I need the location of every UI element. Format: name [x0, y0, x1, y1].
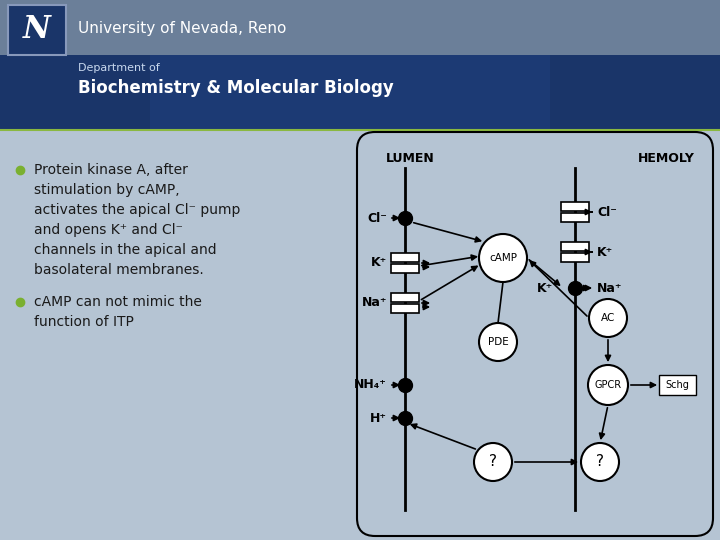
- FancyBboxPatch shape: [391, 304, 419, 313]
- Text: Na⁺: Na⁺: [597, 281, 623, 294]
- Text: Cl⁻: Cl⁻: [597, 206, 617, 219]
- FancyBboxPatch shape: [391, 264, 419, 273]
- Text: GPCR: GPCR: [595, 380, 621, 390]
- Text: channels in the apical and: channels in the apical and: [34, 243, 217, 257]
- Circle shape: [588, 365, 628, 405]
- Text: Department of: Department of: [78, 63, 160, 73]
- Text: and opens K⁺ and Cl⁻: and opens K⁺ and Cl⁻: [34, 223, 183, 237]
- FancyBboxPatch shape: [391, 253, 419, 262]
- Circle shape: [581, 443, 619, 481]
- Text: ?: ?: [489, 455, 497, 469]
- Text: H⁺: H⁺: [370, 411, 387, 424]
- Text: Na⁺: Na⁺: [361, 296, 387, 309]
- Text: ?: ?: [596, 455, 604, 469]
- FancyBboxPatch shape: [561, 213, 589, 222]
- FancyBboxPatch shape: [150, 55, 550, 130]
- Text: LUMEN: LUMEN: [386, 152, 434, 165]
- Text: cAMP: cAMP: [489, 253, 517, 263]
- FancyBboxPatch shape: [0, 0, 720, 55]
- Text: K⁺: K⁺: [536, 281, 553, 294]
- Text: HEMOLY: HEMOLY: [638, 152, 695, 165]
- FancyBboxPatch shape: [659, 375, 696, 395]
- FancyBboxPatch shape: [391, 293, 419, 302]
- FancyBboxPatch shape: [8, 5, 66, 55]
- Text: basolateral membranes.: basolateral membranes.: [34, 263, 204, 277]
- Text: activates the apical Cl⁻ pump: activates the apical Cl⁻ pump: [34, 203, 240, 217]
- Circle shape: [589, 299, 627, 337]
- Text: K⁺: K⁺: [597, 246, 613, 259]
- Text: Protein kinase A, after: Protein kinase A, after: [34, 163, 188, 177]
- Text: Schg: Schg: [665, 380, 689, 390]
- Text: K⁺: K⁺: [371, 256, 387, 269]
- Circle shape: [479, 234, 527, 282]
- FancyBboxPatch shape: [0, 55, 720, 130]
- Text: N: N: [23, 15, 51, 45]
- Text: University of Nevada, Reno: University of Nevada, Reno: [78, 21, 287, 36]
- Text: AC: AC: [600, 313, 615, 323]
- FancyBboxPatch shape: [561, 242, 589, 251]
- Text: cAMP can not mimic the: cAMP can not mimic the: [34, 295, 202, 309]
- Text: Biochemistry & Molecular Biology: Biochemistry & Molecular Biology: [78, 79, 394, 97]
- Text: function of ITP: function of ITP: [34, 315, 134, 329]
- Text: PDE: PDE: [487, 337, 508, 347]
- Text: NH₄⁺: NH₄⁺: [354, 379, 387, 392]
- Circle shape: [474, 443, 512, 481]
- Text: stimulation by cAMP,: stimulation by cAMP,: [34, 183, 179, 197]
- FancyBboxPatch shape: [561, 253, 589, 262]
- Circle shape: [479, 323, 517, 361]
- Text: Cl⁻: Cl⁻: [367, 212, 387, 225]
- FancyBboxPatch shape: [561, 202, 589, 211]
